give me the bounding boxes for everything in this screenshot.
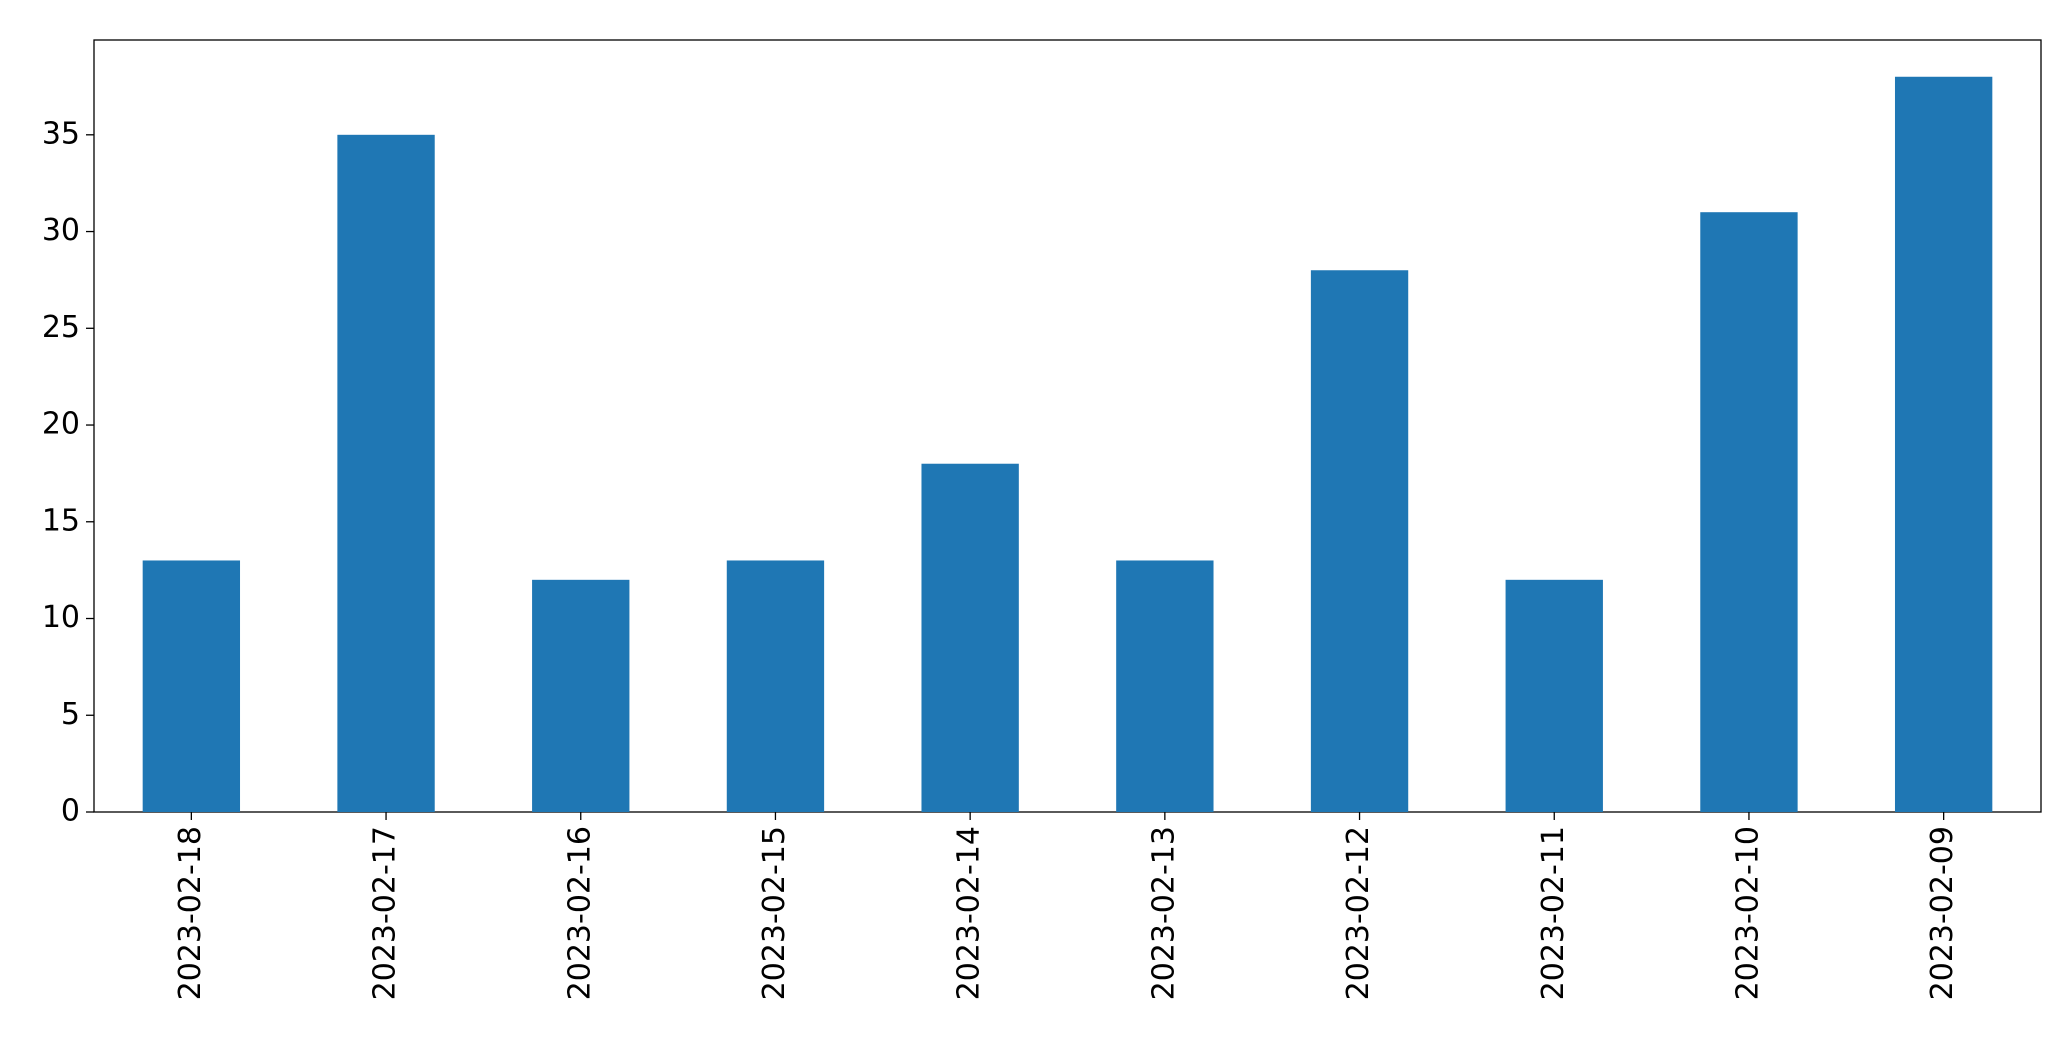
bar: [1700, 212, 1798, 812]
x-tick-label: 2023-02-16: [562, 826, 597, 1000]
y-tick-label: 5: [61, 697, 80, 732]
y-tick-label: 15: [42, 503, 80, 538]
bar: [1505, 579, 1603, 812]
y-tick-label: 0: [61, 794, 80, 829]
plot-frame: [93, 39, 2042, 813]
y-tick-label: 25: [42, 310, 80, 345]
bar: [532, 579, 630, 812]
x-tick-label: 2023-02-15: [757, 826, 792, 1000]
x-tick-label: 2023-02-10: [1730, 826, 1765, 1000]
x-tick-label: 2023-02-09: [1925, 826, 1960, 1000]
x-tick-label: 2023-02-14: [952, 826, 987, 1000]
bar: [142, 560, 241, 812]
bar: [726, 560, 825, 812]
bar: [1310, 270, 1409, 812]
y-tick-label: 35: [42, 116, 80, 151]
x-tick-label: 2023-02-18: [173, 826, 208, 1000]
bar: [1116, 560, 1214, 812]
bar: [1894, 76, 1993, 812]
x-tick-label: 2023-02-13: [1146, 826, 1181, 1000]
x-tick-label: 2023-02-12: [1341, 826, 1376, 1000]
y-tick-label: 10: [42, 600, 80, 635]
x-tick-label: 2023-02-11: [1536, 826, 1571, 1000]
bar: [337, 134, 435, 813]
bar: [921, 463, 1019, 812]
y-tick-label: 30: [42, 213, 80, 248]
y-tick-label: 20: [42, 407, 80, 442]
x-tick-label: 2023-02-17: [368, 826, 403, 1000]
